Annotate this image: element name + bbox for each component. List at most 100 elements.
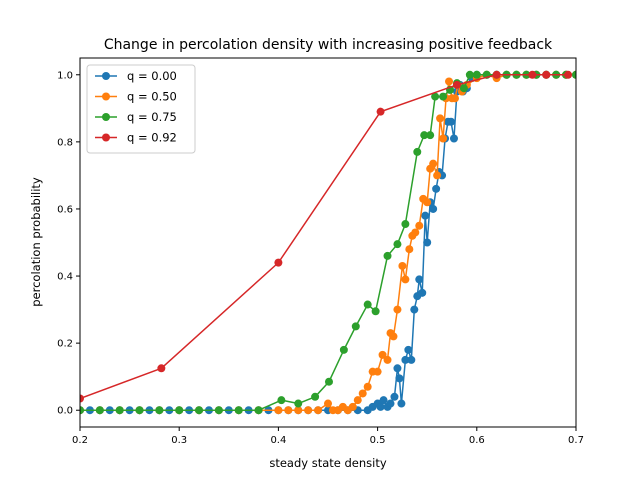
legend-item: q = 0.92 — [95, 131, 177, 145]
data-point — [407, 355, 416, 364]
data-point — [401, 220, 410, 229]
data-point — [294, 399, 303, 408]
data-point — [376, 402, 385, 411]
y-axis: 0.0 0.2 0.4 0.6 0.8 1.0 — [57, 70, 80, 417]
data-point — [404, 345, 413, 354]
data-point — [411, 228, 420, 237]
data-point — [433, 171, 442, 180]
x-tick-label: 0.5 — [370, 435, 386, 446]
data-point — [80, 394, 84, 403]
data-point — [383, 251, 392, 260]
legend-marker — [102, 92, 110, 101]
data-point — [410, 305, 419, 314]
data-point — [401, 355, 410, 364]
legend-marker — [102, 72, 110, 80]
chart-title: Change in percolation density with incre… — [104, 37, 553, 53]
data-point — [379, 396, 388, 405]
data-point — [415, 275, 424, 284]
x-tick-label: 0.6 — [469, 435, 485, 446]
data-point — [348, 402, 357, 411]
x-tick-label: 0.4 — [270, 435, 286, 446]
legend-label: q = 0.50 — [127, 90, 177, 104]
data-point — [426, 131, 435, 140]
legend-label: q = 0.75 — [127, 110, 177, 124]
data-point — [452, 80, 461, 89]
data-point — [277, 396, 286, 405]
x-tick-label: 0.7 — [568, 435, 584, 446]
legend-item: q = 0.75 — [95, 110, 177, 124]
data-point — [397, 399, 406, 408]
data-point — [405, 245, 414, 254]
data-point — [155, 406, 164, 415]
data-point — [418, 288, 427, 297]
legend-item: q = 0.50 — [95, 90, 177, 104]
data-point — [234, 406, 243, 415]
data-point — [415, 221, 424, 230]
data-point — [339, 345, 348, 354]
data-point — [376, 107, 385, 116]
plot-frame — [79, 57, 577, 428]
data-point — [383, 355, 392, 364]
data-point — [542, 70, 551, 79]
series-3 — [80, 70, 573, 403]
data-point — [324, 399, 332, 408]
data-point — [528, 70, 537, 79]
data-point — [386, 399, 395, 408]
legend-label: q = 0.92 — [127, 131, 177, 145]
data-point — [389, 332, 398, 341]
x-axis: 0.2 0.3 0.4 0.5 0.6 0.7 — [72, 427, 584, 446]
data-point — [294, 406, 303, 415]
data-point — [564, 70, 573, 79]
data-point — [429, 204, 438, 213]
y-tick-label: 0.6 — [57, 204, 73, 215]
legend-box — [86, 64, 196, 154]
data-point — [423, 198, 432, 207]
data-point — [304, 406, 313, 415]
data-point — [393, 240, 402, 249]
data-point — [390, 392, 399, 401]
data-point — [378, 350, 387, 359]
data-point — [449, 134, 458, 143]
data-point — [254, 406, 263, 415]
data-point — [423, 238, 432, 247]
data-point — [393, 305, 402, 314]
data-point — [450, 94, 459, 103]
data-point — [157, 364, 166, 373]
data-point — [447, 117, 456, 126]
data-point — [421, 211, 430, 220]
data-point — [195, 406, 204, 415]
data-point — [274, 406, 283, 415]
data-point — [472, 70, 481, 79]
data-point — [445, 77, 454, 86]
data-point — [363, 300, 372, 309]
data-point — [572, 70, 576, 79]
y-tick-label: 0.2 — [57, 339, 73, 350]
data-point — [420, 131, 429, 140]
x-tick-label: 0.2 — [72, 435, 88, 446]
y-tick-label: 0.4 — [57, 272, 73, 283]
data-point — [431, 92, 440, 101]
data-point — [80, 406, 84, 415]
data-point — [358, 389, 367, 398]
data-point — [95, 406, 104, 415]
data-point — [284, 406, 293, 415]
x-axis-label: steady state density — [269, 456, 387, 470]
data-point — [135, 406, 144, 415]
data-point — [214, 406, 223, 415]
legend-marker — [102, 113, 110, 121]
legend-item: q = 0.00 — [95, 69, 177, 83]
data-point — [398, 261, 407, 270]
legend-marker — [102, 133, 110, 142]
data-point — [432, 184, 441, 193]
data-point — [413, 147, 422, 156]
data-point — [436, 114, 445, 123]
data-point — [311, 392, 320, 401]
data-point — [324, 377, 333, 386]
data-point — [459, 84, 468, 93]
data-point — [373, 367, 382, 376]
data-point — [439, 92, 448, 101]
y-tick-label: 0.0 — [57, 406, 73, 417]
data-point — [439, 134, 448, 143]
legend: q = 0.00 q = 0.50 q = 0.75 q = 0.92 — [86, 64, 196, 154]
